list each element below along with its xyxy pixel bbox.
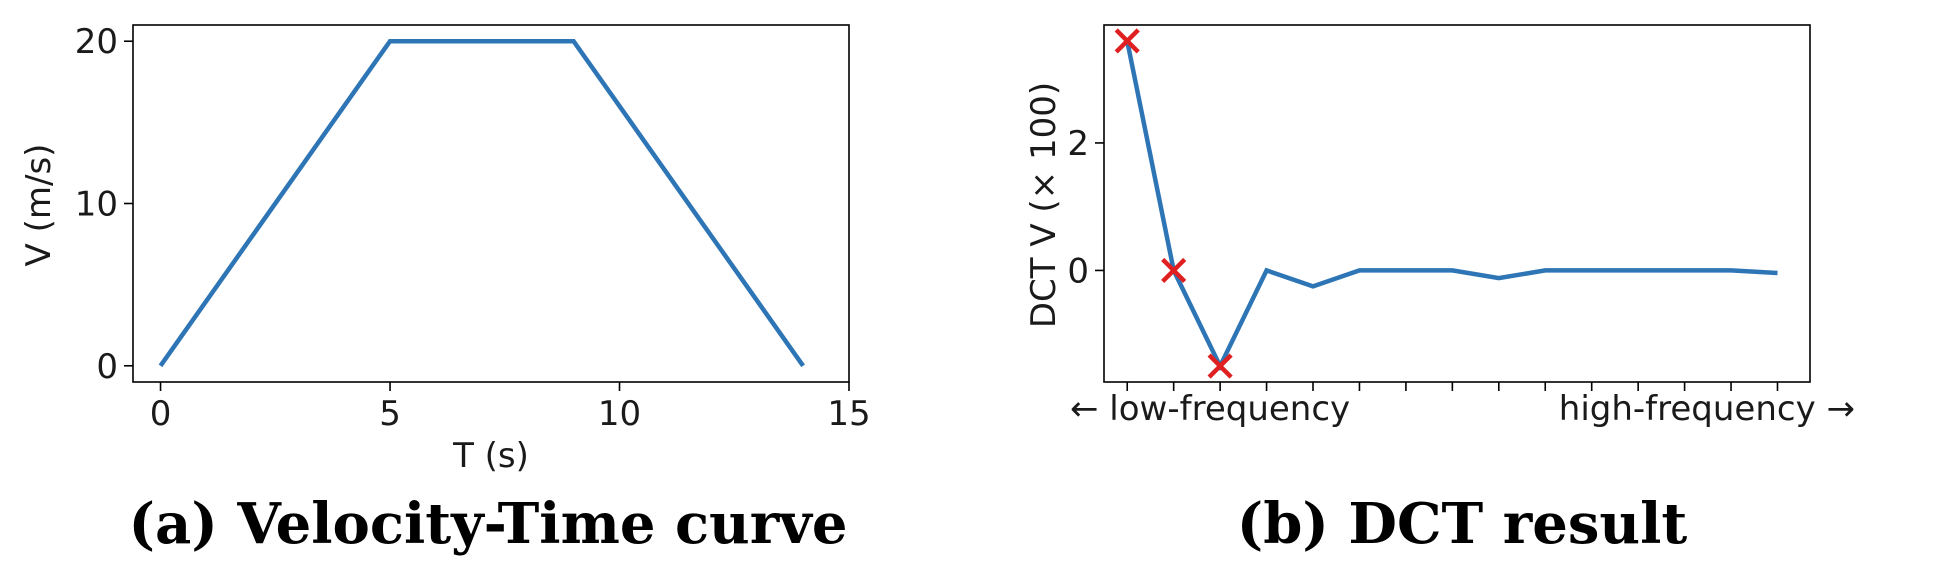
x-marker bbox=[1207, 353, 1233, 379]
dct-line bbox=[1124, 40, 1778, 372]
x-tick-label-a: 15 bbox=[827, 394, 870, 434]
y-tick-label-b: 2 bbox=[1067, 124, 1089, 164]
x-axis-label-a: T (s) bbox=[452, 436, 529, 476]
x-axis-label-right-b: high-frequency → bbox=[1559, 389, 1855, 429]
ticks-a bbox=[124, 40, 850, 391]
x-tick-label-a: 10 bbox=[598, 394, 641, 434]
tick-labels-a: 0 5 10 15 0 10 20 bbox=[75, 22, 871, 434]
x-marker bbox=[1161, 257, 1187, 284]
ticks-b bbox=[1095, 142, 1779, 391]
y-axis-label-b: DCT V (× 100) bbox=[1024, 82, 1064, 328]
dct-markers bbox=[1114, 28, 1233, 379]
caption-a: (a) Velocity-Time curve bbox=[129, 491, 848, 557]
caption-b: (b) DCT result bbox=[1237, 491, 1688, 557]
x-axis-label-left-b: ← low-frequency bbox=[1070, 389, 1350, 429]
plot-frame-b bbox=[1103, 24, 1811, 383]
y-tick-label-a: 10 bbox=[75, 185, 118, 225]
y-tick-label-b: 0 bbox=[1067, 251, 1089, 291]
velocity-line bbox=[158, 38, 805, 368]
x-tick-label-a: 5 bbox=[379, 394, 401, 434]
velocity-time-chart: 0 5 10 15 0 10 20 T (s) V (m/s) (a) Velocity-T… bbox=[19, 22, 871, 557]
tick-labels-b: 02 bbox=[1067, 124, 1089, 292]
plot-frame-a bbox=[132, 24, 850, 383]
x-marker bbox=[1114, 28, 1140, 54]
x-tick-label-a: 0 bbox=[150, 394, 172, 434]
dct-chart: 02 ← low-frequency high-frequency → DCT … bbox=[1024, 24, 1855, 557]
y-tick-label-a: 20 bbox=[75, 22, 118, 62]
y-tick-label-a: 0 bbox=[96, 347, 118, 387]
y-axis-label-a: V (m/s) bbox=[19, 144, 59, 267]
